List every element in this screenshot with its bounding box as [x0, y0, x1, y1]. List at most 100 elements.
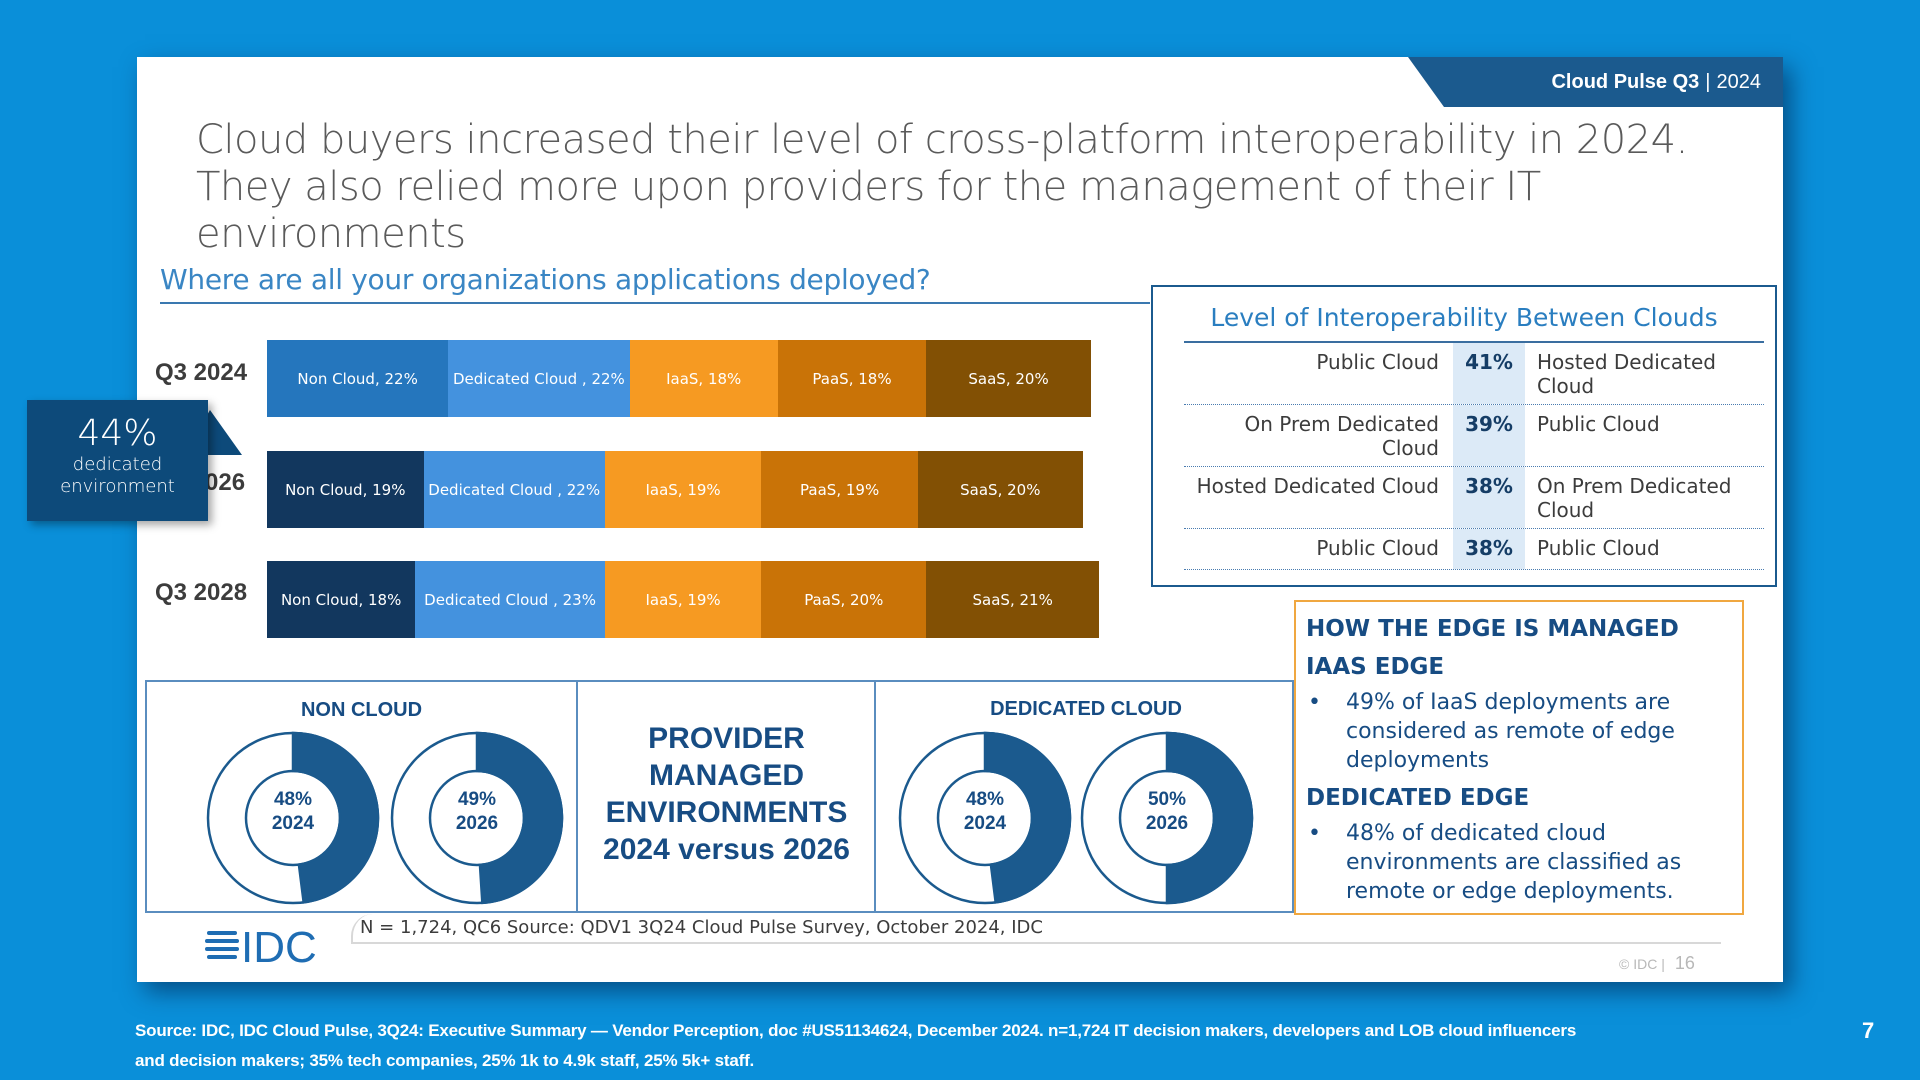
- header-brand: Cloud Pulse Q3: [1551, 70, 1700, 93]
- donut-chart: [1080, 731, 1254, 905]
- dedicated-edge-heading: DEDICATED EDGE: [1306, 785, 1530, 811]
- interop-value: 38%: [1453, 529, 1525, 569]
- donut-label: 48% 2024: [897, 788, 1073, 836]
- provider-managed-heading: PROVIDER MANAGED ENVIRONMENTS 2024 versu…: [578, 720, 875, 868]
- callout-value: 44%: [77, 413, 158, 454]
- copyright: © IDC | 16: [1619, 953, 1695, 974]
- chart-question: Where are all your organizations applica…: [160, 263, 1150, 304]
- donut-year: 2024: [963, 813, 1007, 834]
- bar-segment-dedicated-cloud: Dedicated Cloud , 23%: [415, 561, 605, 638]
- bar-segment-iaas: IaaS, 19%: [604, 561, 762, 638]
- row-label-q3-2026: 026: [205, 469, 246, 496]
- row-label-q3-2024: Q3 2024: [155, 359, 248, 386]
- bar-segment-paas: PaaS, 18%: [777, 340, 927, 417]
- interop-right: Public Cloud: [1537, 536, 1660, 560]
- dedicated-callout: 44% dedicated environment: [27, 400, 208, 521]
- interop-left: Hosted Dedicated Cloud: [1196, 474, 1439, 498]
- bar-segment-saas: SaaS, 20%: [917, 451, 1083, 528]
- provider-line: ENVIRONMENTS: [605, 796, 848, 829]
- non-cloud-title: NON CLOUD: [300, 699, 423, 721]
- bar-segment-non-cloud: Non Cloud, 22%: [267, 340, 449, 417]
- row-label-q3-2028: Q3 2028: [155, 579, 248, 606]
- donut-pct: 48%: [273, 789, 313, 810]
- iaas-edge-heading: IAAS EDGE: [1306, 654, 1445, 680]
- donut-dedicated-2026: 50% 2026: [1079, 730, 1255, 906]
- interoperability-panel: Level of Interoperability Between Clouds…: [1151, 285, 1777, 587]
- interop-right: Public Cloud: [1537, 412, 1660, 436]
- interop-value: 38%: [1453, 467, 1525, 528]
- slide-card: Cloud Pulse Q3 | 2024 Cloud buyers incre…: [27, 57, 1783, 982]
- logo-text: IDC: [241, 925, 317, 967]
- interop-row: Hosted Dedicated Cloud 38% On Prem Dedic…: [1184, 467, 1764, 529]
- source-citation: Source: IDC, IDC Cloud Pulse, 3Q24: Exec…: [135, 1021, 1577, 1070]
- interop-value: 41%: [1453, 343, 1525, 404]
- donut-pct: 48%: [965, 789, 1005, 810]
- bullet-icon: •: [1308, 821, 1321, 846]
- bar-segment-dedicated-cloud: Dedicated Cloud , 22%: [448, 340, 630, 417]
- bar-segment-saas: SaaS, 20%: [926, 340, 1091, 417]
- bar-segment-paas: PaaS, 19%: [761, 451, 918, 528]
- bar-segment-paas: PaaS, 20%: [761, 561, 927, 638]
- donut-value-arc: [475, 731, 564, 905]
- stacked-bar-q3-2024: Non Cloud, 22% Dedicated Cloud , 22% IaaS,…: [267, 340, 1091, 417]
- slide-title: Cloud buyers increased their level of cr…: [196, 117, 1688, 257]
- page-number: 7: [1862, 1018, 1875, 1043]
- idc-logo-icon: IDC: [205, 925, 317, 967]
- header-separator: |: [1705, 70, 1711, 93]
- callout-line1: dedicated: [72, 454, 163, 475]
- bar-segment-iaas: IaaS, 19%: [604, 451, 762, 528]
- donut-value-arc: [1165, 731, 1254, 905]
- header-year: 2024: [1716, 70, 1762, 93]
- donut-year: 2026: [455, 813, 499, 834]
- donut-chart: [898, 731, 1072, 905]
- donut-non-cloud-2024: 48% 2024: [205, 730, 381, 906]
- provider-line: MANAGED: [649, 759, 804, 792]
- donut-label: 50% 2026: [1079, 788, 1255, 836]
- provider-line: 2024 versus 2026: [603, 833, 850, 866]
- donut-pct: 50%: [1147, 789, 1187, 810]
- bar-segment-saas: SaaS, 21%: [926, 561, 1100, 638]
- edge-title: HOW THE EDGE IS MANAGED: [1306, 616, 1679, 642]
- bar-segment-dedicated-cloud: Dedicated Cloud , 22%: [423, 451, 605, 528]
- donut-value-arc: [983, 731, 1072, 904]
- donut-non-cloud-2026: 49% 2026: [389, 730, 565, 906]
- panel-divider: [576, 682, 578, 911]
- donut-dedicated-2024: 48% 2024: [897, 730, 1073, 906]
- panel-divider: [874, 682, 876, 911]
- interop-left: On Prem Dedicated Cloud: [1244, 412, 1439, 460]
- stacked-bar-q3-2026: Non Cloud, 19% Dedicated Cloud , 22% IaaS,…: [267, 451, 1083, 528]
- interop-left: Public Cloud: [1316, 350, 1439, 374]
- donut-year: 2026: [1145, 813, 1189, 834]
- bullet-icon: •: [1308, 690, 1321, 715]
- bar-segment-non-cloud: Non Cloud, 19%: [267, 451, 424, 528]
- interop-row: Public Cloud 41% Hosted Dedicated Cloud: [1184, 343, 1764, 405]
- copyright-text: © IDC |: [1619, 956, 1665, 972]
- donut-pct: 49%: [457, 789, 497, 810]
- donut-year: 2024: [271, 813, 315, 834]
- interop-left: Public Cloud: [1316, 536, 1439, 560]
- bar-segment-iaas: IaaS, 18%: [629, 340, 778, 417]
- header-tab: Cloud Pulse Q3 | 2024: [1408, 57, 1783, 107]
- interop-row: Public Cloud 38% Public Cloud: [1184, 529, 1764, 570]
- donut-chart: [206, 731, 380, 905]
- bar-segment-non-cloud: Non Cloud, 18%: [267, 561, 416, 638]
- interop-row: On Prem Dedicated Cloud 39% Public Cloud: [1184, 405, 1764, 467]
- interop-right: On Prem Dedicated Cloud: [1537, 474, 1732, 522]
- dedicated-edge-bullet: • 48% of dedicated cloud environments ar…: [1306, 819, 1732, 906]
- interop-right: Hosted Dedicated Cloud: [1537, 350, 1716, 398]
- donut-value-arc: [291, 731, 380, 904]
- stacked-bar-q3-2028: Non Cloud, 18% Dedicated Cloud , 23% IaaS,…: [267, 561, 1100, 638]
- inner-page-number: 16: [1674, 953, 1695, 973]
- interop-table: Public Cloud 41% Hosted Dedicated Cloud …: [1184, 341, 1764, 570]
- edge-management-panel: HOW THE EDGE IS MANAGED IAAS EDGE • 49% …: [1294, 600, 1744, 915]
- dedicated-cloud-title: DEDICATED CLOUD: [990, 698, 1182, 720]
- bullet-text: 49% of IaaS deployments are considered a…: [1346, 690, 1675, 773]
- interop-value: 39%: [1453, 405, 1525, 466]
- donut-label: 49% 2026: [389, 788, 565, 836]
- donut-label: 48% 2024: [205, 788, 381, 836]
- survey-note: N = 1,724, QC6 Source: QDV1 3Q24 Cloud P…: [360, 917, 1043, 938]
- provider-line: PROVIDER: [648, 722, 805, 755]
- provider-managed-panel: NON CLOUD DEDICATED CLOUD PROVIDER MANAG…: [145, 680, 1294, 913]
- donut-chart: [390, 731, 564, 905]
- footer-divider: [351, 914, 1721, 944]
